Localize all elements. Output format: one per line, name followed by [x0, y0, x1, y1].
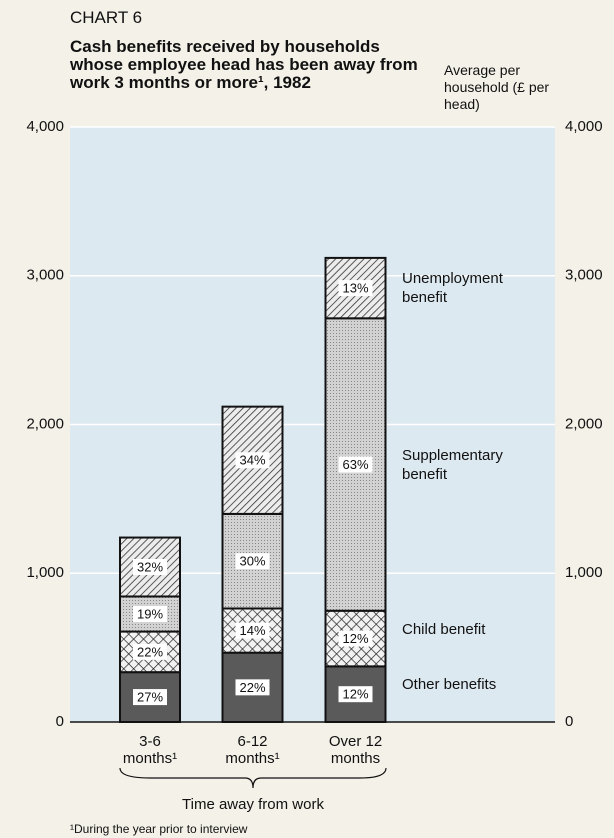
- segment-label: 22%: [239, 680, 265, 695]
- segment-label: 13%: [342, 281, 368, 296]
- chart-title: Cash benefits received by households who…: [70, 37, 418, 92]
- legend-entry: Child benefit: [402, 620, 486, 638]
- label-box: [235, 679, 270, 696]
- x-tick-label: Over 12 months: [328, 733, 383, 767]
- segment-label: 19%: [137, 606, 163, 621]
- label-box: [133, 559, 167, 576]
- bar-segment: [324, 317, 387, 612]
- segment-label: 27%: [137, 690, 163, 705]
- y2-tick-label: 0: [565, 713, 573, 730]
- label-box: [338, 280, 373, 297]
- x-axis-label: Time away from work: [182, 796, 324, 813]
- label-box: [235, 452, 270, 469]
- segment-label: 30%: [239, 554, 265, 569]
- legend-entry: Unemployment benefit: [402, 270, 503, 307]
- legend-entry: Other benefits: [402, 676, 497, 694]
- label-box: [133, 643, 167, 660]
- label-box: [235, 622, 270, 639]
- segment-label: 63%: [342, 457, 368, 472]
- y-axis-label: Average per household (£ per head): [444, 62, 550, 112]
- segment-label: 12%: [342, 687, 368, 702]
- label-box: [133, 689, 167, 706]
- legend-entry: Supplementary benefit: [402, 446, 503, 483]
- chart-label: CHART 6: [70, 8, 143, 27]
- label-box: [338, 686, 373, 703]
- y-tick-label: 4,000: [26, 118, 64, 135]
- brace: [119, 767, 387, 789]
- y-tick-label: 2,000: [26, 415, 64, 432]
- segment-label: 12%: [342, 631, 368, 646]
- y2-tick-label: 2,000: [565, 415, 603, 432]
- label-box: [338, 456, 373, 473]
- x-tick-label: 3-6 months¹: [122, 733, 178, 767]
- label-box: [133, 606, 167, 623]
- y2-tick-label: 3,000: [565, 267, 603, 284]
- label-box: [338, 630, 373, 647]
- bar-segment: [324, 665, 387, 723]
- segment-label: 22%: [137, 644, 163, 659]
- x-tick-label: 6-12 months¹: [225, 733, 280, 767]
- segment-label: 32%: [137, 559, 163, 574]
- y-tick-label: 1,000: [26, 564, 64, 581]
- footnote: ¹During the year prior to interview: [70, 822, 248, 836]
- y-tick-label: 3,000: [26, 267, 64, 284]
- segment-label: 34%: [239, 453, 265, 468]
- segment-label: 14%: [239, 623, 265, 638]
- label-box: [235, 553, 270, 570]
- y-tick-label: 0: [56, 713, 64, 730]
- y2-tick-label: 4,000: [565, 118, 603, 135]
- y2-tick-label: 1,000: [565, 564, 603, 581]
